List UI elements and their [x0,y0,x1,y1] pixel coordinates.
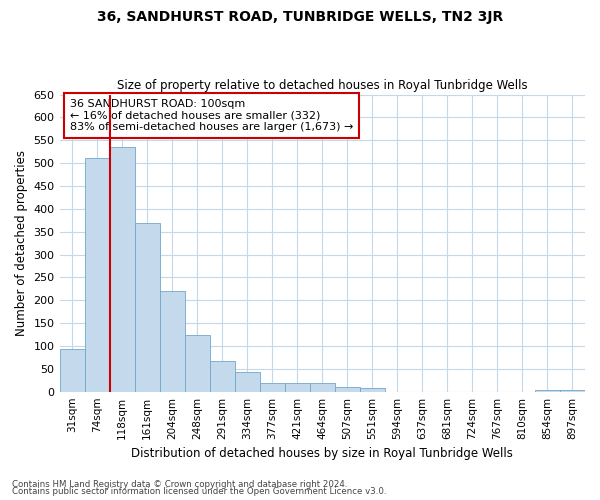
Bar [134,224,160,392]
Text: 36 SANDHURST ROAD: 100sqm
← 16% of detached houses are smaller (332)
83% of semi: 36 SANDHURST ROAD: 100sqm ← 16% of detac… [70,99,353,132]
Bar [310,384,335,392]
Text: 36, SANDHURST ROAD, TUNBRIDGE WELLS, TN2 3JR: 36, SANDHURST ROAD, TUNBRIDGE WELLS, TN2… [97,10,503,24]
Bar [185,334,209,392]
Text: Contains HM Land Registry data © Crown copyright and database right 2024.: Contains HM Land Registry data © Crown c… [12,480,347,489]
Bar [59,349,85,392]
Bar [110,147,134,392]
Bar [160,291,185,392]
Title: Size of property relative to detached houses in Royal Tunbridge Wells: Size of property relative to detached ho… [117,79,527,92]
Bar [360,388,385,392]
Bar [335,387,360,392]
Bar [535,390,560,392]
Y-axis label: Number of detached properties: Number of detached properties [15,150,28,336]
Bar [209,360,235,392]
Text: Contains public sector information licensed under the Open Government Licence v3: Contains public sector information licen… [12,487,386,496]
Bar [285,384,310,392]
Bar [235,372,260,392]
Bar [260,384,285,392]
Bar [85,158,110,392]
Bar [560,390,585,392]
X-axis label: Distribution of detached houses by size in Royal Tunbridge Wells: Distribution of detached houses by size … [131,447,513,460]
